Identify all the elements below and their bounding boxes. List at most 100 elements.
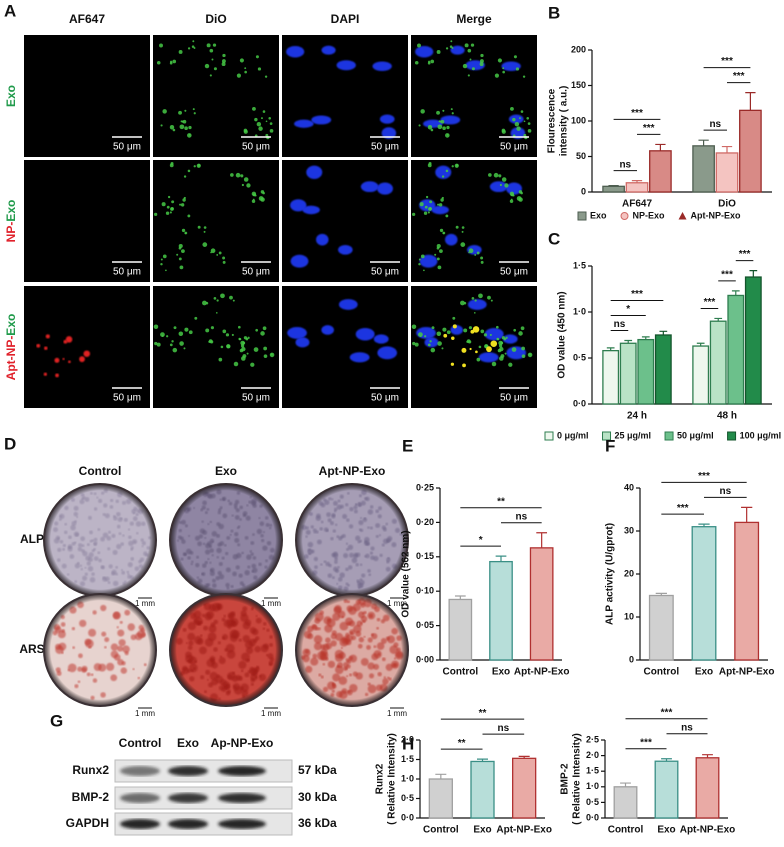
- y-tick-label: 20: [624, 568, 634, 578]
- x-tick-label: Exo: [492, 667, 510, 678]
- legend-label: 25 μg/ml: [615, 430, 652, 440]
- dio-spot: [430, 59, 435, 64]
- nucleus: [506, 346, 527, 360]
- dio-spot: [476, 357, 481, 362]
- image-background: [24, 286, 150, 408]
- nucleus: [435, 165, 452, 179]
- lane-label: Ap-NP-Exo: [211, 736, 274, 750]
- dish-rim: [295, 483, 409, 597]
- dio-spot: [446, 330, 451, 335]
- row-label-part: Exo: [4, 85, 18, 107]
- scale-bar-label: 50 μm: [500, 142, 528, 153]
- dio-spot: [203, 226, 207, 229]
- dio-spot: [203, 230, 206, 233]
- x-tick-label: Control: [608, 825, 644, 836]
- x-tick-label: Control: [644, 667, 680, 678]
- dio-spot: [244, 70, 247, 74]
- y-axis-label: OD value (562 nm): [401, 530, 412, 617]
- dio-spot: [440, 198, 444, 202]
- significance-label: **: [479, 708, 487, 719]
- colocalized-spot: [450, 362, 455, 366]
- colocalized-spot: [469, 347, 472, 351]
- nucleus: [338, 244, 353, 255]
- significance-label: ***: [721, 56, 733, 67]
- colocalized-spot: [475, 350, 478, 354]
- dio-spot: [254, 117, 258, 122]
- significance-label: ***: [677, 503, 689, 514]
- size-label: 57 kDa: [298, 763, 337, 777]
- dio-spot: [513, 55, 517, 59]
- dio-spot: [471, 297, 475, 300]
- dio-spot: [501, 177, 507, 182]
- dio-spot: [445, 169, 449, 173]
- nucleus: [306, 165, 323, 179]
- dio-spot: [480, 53, 484, 58]
- dio-spot: [239, 58, 244, 63]
- protein-label: Runx2: [72, 763, 109, 777]
- channel-title: AF647: [69, 12, 105, 26]
- dio-spot: [265, 120, 268, 123]
- colocalized-spot: [452, 324, 457, 329]
- error-bar: [624, 339, 633, 344]
- bar: [692, 345, 710, 405]
- image-background: [153, 286, 279, 408]
- dio-spot: [512, 117, 516, 122]
- dio-spot: [218, 251, 222, 255]
- dio-spot: [220, 345, 224, 349]
- bar: [602, 185, 625, 193]
- dio-spot: [467, 340, 472, 344]
- bar: [709, 320, 727, 405]
- dio-spot: [160, 124, 163, 127]
- micrograph: 50 μm: [153, 35, 279, 157]
- nucleus: [506, 182, 522, 195]
- significance-label: ***: [661, 707, 673, 718]
- y-axis-label: ( Relative Intensity): [387, 733, 398, 825]
- micrograph: 50 μm: [282, 35, 408, 157]
- micrograph: 50 μm: [282, 160, 408, 282]
- dio-spot: [256, 121, 262, 127]
- scale-bar-label: 1 mm: [387, 709, 407, 718]
- dio-spot: [462, 63, 468, 69]
- bar: [727, 294, 745, 405]
- dio-spot: [262, 326, 267, 331]
- micrograph: 50 μm: [153, 286, 279, 408]
- dio-spot: [442, 231, 446, 235]
- dio-spot: [153, 324, 159, 330]
- dio-spot: [439, 228, 444, 233]
- dio-spot: [423, 269, 425, 272]
- significance-label: ns: [497, 723, 509, 734]
- dio-spot: [169, 343, 173, 347]
- x-tick-label: DiO: [718, 199, 736, 210]
- error-bar: [641, 336, 650, 340]
- nucleus: [377, 182, 393, 195]
- y-tick-label: 0·00: [416, 654, 434, 664]
- dio-spot: [502, 67, 505, 70]
- nucleus: [286, 45, 305, 58]
- dio-spot: [419, 202, 424, 207]
- row-label: NP-Exo: [4, 200, 18, 243]
- dio-spot: [436, 110, 440, 115]
- dio-spot: [518, 331, 523, 336]
- nucleus: [336, 60, 356, 71]
- dio-spot: [500, 341, 504, 345]
- blot-band: [168, 793, 208, 803]
- dio-spot: [154, 341, 158, 346]
- dio-spot: [427, 211, 430, 214]
- blot-band: [120, 793, 160, 803]
- error-bar: [714, 317, 723, 322]
- row-label: Apt-NP-Exo: [4, 314, 18, 381]
- dio-spot: [251, 199, 256, 204]
- x-tick-label: Exo: [695, 667, 713, 678]
- dio-spot: [438, 203, 443, 207]
- dio-spot: [442, 327, 447, 332]
- dio-spot: [417, 43, 421, 48]
- error-bar: [702, 754, 713, 758]
- dio-spot: [522, 75, 526, 78]
- scale-bar-label: 1 mm: [135, 709, 155, 718]
- dio-spot: [165, 211, 170, 215]
- significance-label: ns: [719, 486, 731, 497]
- dio-spot: [262, 191, 265, 195]
- scale-bar-label: 1 mm: [387, 599, 407, 608]
- dio-spot: [181, 120, 184, 123]
- error-bar: [608, 185, 619, 187]
